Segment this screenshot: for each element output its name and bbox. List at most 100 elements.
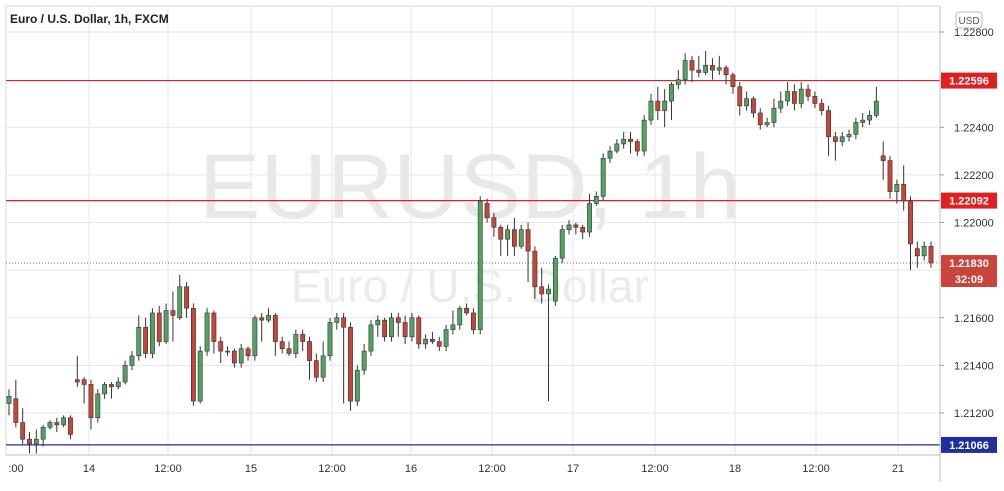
- candle-body: [778, 100, 784, 109]
- candle: [368, 320, 374, 356]
- candle: [307, 336, 312, 380]
- candle: [587, 193, 592, 237]
- candle-body: [546, 288, 551, 295]
- candle: [908, 196, 913, 271]
- candle: [689, 55, 695, 83]
- candle: [293, 329, 299, 359]
- candle: [129, 351, 135, 371]
- candle-body: [190, 307, 196, 402]
- candle: [231, 348, 237, 368]
- candle: [914, 241, 920, 268]
- candle: [607, 146, 613, 163]
- candle-body: [238, 348, 244, 364]
- candle: [921, 241, 927, 261]
- x-tick-label: 12:00: [802, 463, 830, 475]
- x-tick-label: 14: [83, 463, 95, 475]
- candle: [252, 315, 258, 361]
- candle: [614, 139, 620, 154]
- candle-body: [395, 317, 401, 323]
- candle-body: [812, 95, 818, 104]
- candle-body: [68, 417, 73, 435]
- candle: [641, 115, 647, 156]
- candle-body: [313, 360, 319, 378]
- candle-body: [641, 119, 647, 152]
- candle-body: [211, 312, 217, 342]
- candle-body: [33, 438, 39, 445]
- candle: [375, 315, 381, 337]
- candle: [703, 51, 709, 75]
- candle-body: [430, 338, 435, 342]
- candle-body: [334, 317, 340, 323]
- candle-body: [511, 229, 517, 247]
- resistance-level-label: 1.22596: [949, 76, 989, 88]
- candle-body: [689, 60, 695, 71]
- candle-body: [832, 136, 838, 142]
- candle: [477, 196, 483, 335]
- candle: [354, 365, 360, 406]
- candle: [539, 267, 545, 304]
- candle-body: [156, 312, 162, 342]
- candle-body: [484, 203, 490, 219]
- x-tick-label: 15: [245, 463, 257, 475]
- candle-body: [839, 136, 845, 142]
- candle-body: [634, 141, 640, 152]
- currency-badge-bg[interactable]: [955, 11, 983, 29]
- candle-body: [286, 348, 292, 354]
- candle: [860, 112, 866, 128]
- candle: [457, 305, 463, 330]
- candle-body: [81, 379, 87, 385]
- candle-body: [580, 226, 586, 233]
- candle: [928, 241, 934, 268]
- candle: [873, 86, 879, 118]
- candle-body: [703, 65, 709, 73]
- candle-body: [593, 196, 599, 204]
- candle: [122, 360, 128, 385]
- candle-body: [539, 286, 545, 295]
- candle-body: [505, 229, 510, 240]
- candle-body: [6, 396, 12, 404]
- y-tick-label: 1.22000: [954, 218, 994, 230]
- candle: [109, 382, 114, 399]
- candle: [272, 312, 278, 356]
- candle-body: [13, 398, 19, 423]
- candle: [286, 341, 292, 356]
- candle-body: [136, 326, 142, 357]
- candle: [464, 303, 470, 316]
- candle-body: [675, 79, 681, 85]
- candle-body: [532, 250, 538, 288]
- candle: [655, 86, 661, 121]
- axes: 1.212001.214001.216001.218001.220001.222…: [6, 6, 994, 482]
- currency-badge[interactable]: USD: [958, 16, 979, 27]
- candle-body: [40, 426, 46, 440]
- x-tick-label: 18: [729, 463, 741, 475]
- candle: [443, 324, 449, 352]
- candle: [662, 89, 668, 128]
- candle: [259, 312, 265, 342]
- candle-body: [648, 100, 654, 121]
- candle-body: [231, 350, 237, 364]
- candle: [320, 341, 326, 383]
- candle-body: [491, 217, 497, 228]
- x-tick-label: 21: [892, 463, 904, 475]
- candle: [484, 198, 490, 223]
- candle: [204, 308, 210, 356]
- candle-body: [518, 229, 524, 247]
- candle-body: [423, 338, 429, 345]
- candle: [532, 246, 538, 299]
- candle: [40, 424, 46, 447]
- candle: [382, 317, 388, 342]
- candle-body: [696, 69, 702, 73]
- candle: [559, 224, 565, 263]
- y-tick-label: 1.21600: [954, 313, 994, 325]
- candle: [819, 98, 825, 116]
- candle: [115, 377, 121, 390]
- candle: [402, 315, 408, 344]
- bar-countdown-label: 32:09: [955, 274, 983, 286]
- candle: [361, 343, 367, 375]
- y-tick-label: 1.22400: [954, 122, 994, 134]
- candle-body: [327, 322, 333, 357]
- candle-body: [361, 350, 367, 371]
- candle: [791, 84, 797, 111]
- candle-body: [826, 110, 831, 138]
